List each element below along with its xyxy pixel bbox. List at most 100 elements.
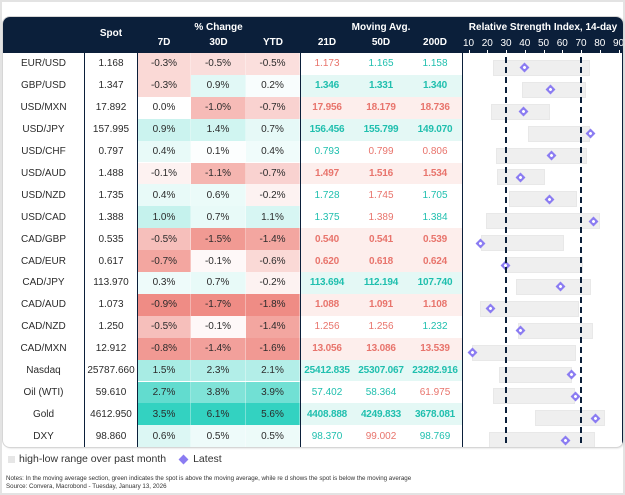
moving-avg-50d: 1.331 xyxy=(368,80,394,92)
rsi-tick-mark xyxy=(618,50,620,53)
pct-change-7d: 0.4% xyxy=(138,184,191,207)
pair-label: CAD/NZD xyxy=(21,321,66,333)
moving-avg-row-bg xyxy=(301,250,462,272)
column-divider xyxy=(84,53,85,447)
pair-label: EUR/USD xyxy=(20,58,66,70)
table-row: USD/NZD 1.735 0.4% 0.6% -0.2% 1.728 1.745 1.705 xyxy=(3,184,623,208)
pct-change-ytd: -1.4% xyxy=(246,315,300,338)
table-row: Gold 4612.950 3.5% 6.1% 5.6% 4408.888 4249.833… xyxy=(3,403,623,427)
pct-change-30d: -0.1% xyxy=(191,315,246,338)
pair-label: Gold xyxy=(32,408,55,420)
header-7d: 7D xyxy=(157,37,171,48)
pair-label: USD/AUD xyxy=(20,167,66,179)
pct-change-30d: -1.5% xyxy=(191,228,246,251)
pair-label: CAD/EUR xyxy=(20,255,66,267)
pair-label: DXY xyxy=(33,430,54,442)
legend-range-label: high-low range over past month xyxy=(19,453,167,465)
pct-change-30d: 3.8% xyxy=(191,381,246,404)
moving-avg-200d: 1.158 xyxy=(422,58,448,70)
moving-avg-21d: 1.728 xyxy=(314,189,340,201)
rsi-range-bar xyxy=(489,432,596,447)
moving-avg-50d: 13.086 xyxy=(366,343,396,355)
header-ytd: YTD xyxy=(263,37,283,48)
table-row: Nasdaq 25787.660 1.5% 2.3% 2.1% 25412.835 2530… xyxy=(3,359,623,383)
header-moving-avg: Moving Avg. xyxy=(351,22,411,33)
moving-avg-200d: 3678.081 xyxy=(414,408,456,420)
table-row: USD/CHF 0.797 0.4% 0.1% 0.4% 0.793 0.799 0.806 xyxy=(3,140,623,164)
pct-change-7d: -0.5% xyxy=(138,315,191,338)
moving-avg-row-bg xyxy=(301,403,462,426)
notes-text: Notes: In the moving average section, gr… xyxy=(6,475,412,482)
pct-change-7d: 1.5% xyxy=(138,359,191,382)
moving-avg-21d: 57.402 xyxy=(311,386,343,398)
moving-avg-21d: 1.088 xyxy=(314,299,340,311)
moving-avg-200d: 13.539 xyxy=(420,343,450,355)
moving-avg-row-bg xyxy=(301,425,462,447)
moving-avg-50d: 1.091 xyxy=(368,299,394,311)
moving-avg-21d: 0.620 xyxy=(314,255,340,267)
pair-label: USD/CHF xyxy=(21,146,66,158)
rsi-tick-mark xyxy=(487,50,489,53)
spot-value: 25787.660 xyxy=(87,365,135,377)
pair-label: USD/MXN xyxy=(20,102,67,114)
header-50d: 50D xyxy=(371,37,391,48)
pct-change-7d: 2.7% xyxy=(138,381,191,404)
column-divider xyxy=(300,53,301,447)
pct-change-7d: 0.0% xyxy=(138,96,191,119)
pct-change-30d: 0.7% xyxy=(191,272,246,294)
moving-avg-200d: 1.340 xyxy=(422,80,448,92)
pct-change-ytd: 2.1% xyxy=(246,359,300,382)
moving-avg-50d: 1.745 xyxy=(368,189,394,201)
rsi-tick-mark xyxy=(468,50,470,53)
moving-avg-50d: 1.165 xyxy=(368,58,394,70)
moving-avg-row-bg xyxy=(301,315,462,338)
pct-change-30d: 0.5% xyxy=(191,425,246,447)
pct-change-7d: -0.7% xyxy=(138,250,191,272)
pct-change-30d: -1.0% xyxy=(191,96,246,119)
pct-change-7d: -0.9% xyxy=(138,293,191,316)
moving-avg-50d: 0.541 xyxy=(368,233,394,245)
pct-change-ytd: 0.4% xyxy=(246,140,300,163)
pct-change-7d: -0.5% xyxy=(138,228,191,251)
rsi-tick-label: 20 xyxy=(481,38,493,49)
table-row: CAD/EUR 0.617 -0.7% -0.1% -0.6% 0.620 0.618 0.6… xyxy=(3,250,623,274)
rsi-reference-line-70 xyxy=(580,57,582,443)
pair-label: USD/NZD xyxy=(21,189,66,201)
table-header: Spot % Change 7D 30D YTD Moving Avg. 21D… xyxy=(3,17,623,53)
table-row: Oil (WTI) 59.610 2.7% 3.8% 3.9% 57.402 58.364 6… xyxy=(3,381,623,405)
pct-change-ytd: -1.6% xyxy=(246,337,300,360)
pct-change-ytd: -0.2% xyxy=(246,272,300,294)
moving-avg-row-bg xyxy=(301,381,462,404)
moving-avg-21d: 25412.835 xyxy=(304,365,350,377)
spot-value: 157.995 xyxy=(92,124,130,136)
pct-change-30d: -1.7% xyxy=(191,293,246,316)
rsi-tick-mark xyxy=(562,50,564,53)
table-row: CAD/MXN 12.912 -0.8% -1.4% -1.6% 13.056 13.086… xyxy=(3,337,623,361)
pct-change-7d: -0.3% xyxy=(138,74,191,97)
pct-change-ytd: -0.7% xyxy=(246,96,300,119)
moving-avg-row-bg xyxy=(301,96,462,119)
header-21d: 21D xyxy=(317,37,337,48)
moving-avg-21d: 1.346 xyxy=(314,80,340,92)
pct-change-30d: -0.5% xyxy=(191,53,246,75)
header-rsi: Relative Strength Index, 14-day xyxy=(468,22,618,33)
moving-avg-200d: 1.384 xyxy=(422,211,448,223)
column-divider xyxy=(462,53,463,447)
moving-avg-21d: 1.256 xyxy=(314,321,340,333)
table-row: GBP/USD 1.347 -0.3% 0.9% 0.2% 1.346 1.331 1.340 xyxy=(3,74,623,98)
table-row: DXY 98.860 0.6% 0.5% 0.5% 98.370 99.002 98.769 xyxy=(3,425,623,447)
moving-avg-200d: 0.806 xyxy=(422,146,448,158)
spot-value: 1.347 xyxy=(98,80,124,92)
spot-value: 12.912 xyxy=(95,343,127,355)
pct-change-ytd: -0.5% xyxy=(246,53,300,75)
pct-change-ytd: 1.1% xyxy=(246,206,300,229)
moving-avg-21d: 98.370 xyxy=(311,430,343,442)
pct-change-7d: -0.8% xyxy=(138,337,191,360)
moving-avg-21d: 156.456 xyxy=(309,124,345,136)
pct-change-7d: -0.1% xyxy=(138,162,191,185)
rsi-reference-lines xyxy=(462,57,623,447)
pct-change-7d: 3.5% xyxy=(138,403,191,426)
pair-label: Oil (WTI) xyxy=(23,386,64,398)
rsi-tick-mark xyxy=(524,50,526,53)
rsi-range-bar xyxy=(492,59,591,76)
